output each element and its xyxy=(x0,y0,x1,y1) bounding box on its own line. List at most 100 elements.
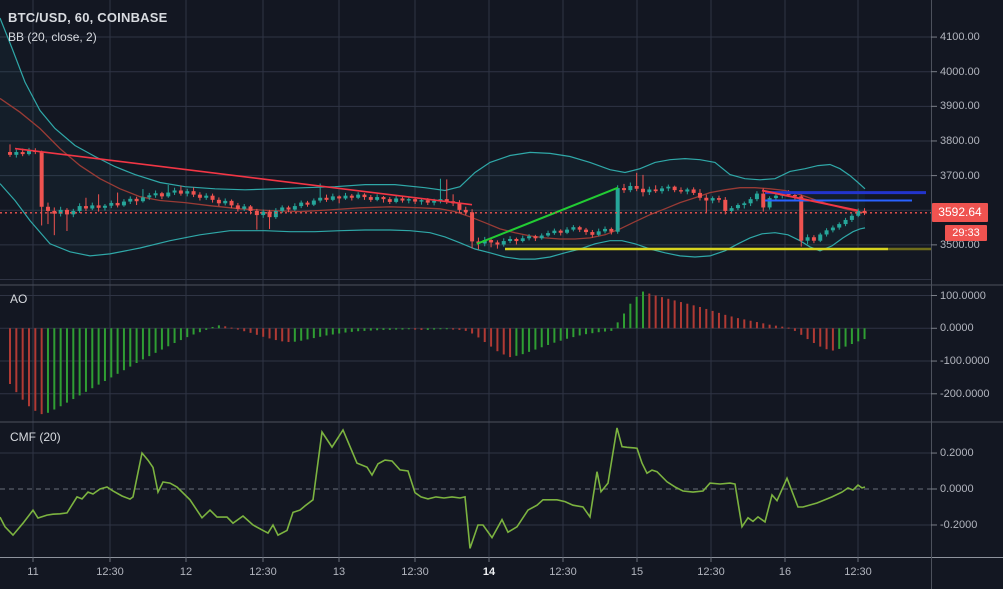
candle-up xyxy=(710,198,715,201)
candle-down xyxy=(413,199,418,202)
candle-up xyxy=(90,205,95,209)
ao-bar xyxy=(743,319,746,329)
ao-bar xyxy=(97,328,100,385)
ao-bar xyxy=(312,328,315,339)
ao-bar xyxy=(717,312,720,329)
candle-up xyxy=(843,219,848,225)
ao-bar xyxy=(40,328,43,415)
ao-bar xyxy=(407,328,410,330)
ao-bar xyxy=(806,328,809,340)
candle-up xyxy=(394,198,399,202)
candle-down xyxy=(45,206,50,211)
indicator-bb-label[interactable]: BB (20, close, 2) xyxy=(8,30,97,44)
ao-bar xyxy=(154,328,157,353)
candle-up xyxy=(419,200,424,202)
ao-bar xyxy=(129,328,132,367)
ao-bar xyxy=(483,328,486,343)
candle-up xyxy=(343,195,348,199)
ao-bar xyxy=(825,328,828,350)
ao-bar xyxy=(679,302,682,329)
candle-down xyxy=(786,193,791,195)
ao-bar xyxy=(59,328,62,407)
candle-up xyxy=(628,185,633,191)
ao-bar xyxy=(774,325,777,329)
ao-bar xyxy=(464,328,467,331)
ao-bar xyxy=(293,328,296,342)
ao-bar xyxy=(787,327,790,329)
ao-bar xyxy=(698,306,701,329)
ao-bar xyxy=(597,328,600,333)
candle-up xyxy=(147,195,152,198)
ao-bar xyxy=(654,295,657,329)
trend_red-trendline[interactable] xyxy=(761,189,859,212)
candle-up xyxy=(432,200,437,203)
ao-bar xyxy=(515,328,518,356)
candle-down xyxy=(799,196,804,241)
candle-down xyxy=(425,200,430,203)
ao-bar xyxy=(755,322,758,329)
ao-bar xyxy=(262,328,265,337)
ao-bar xyxy=(103,328,106,382)
ao-bar xyxy=(445,328,448,330)
ao-bar xyxy=(401,328,404,330)
candle-down xyxy=(349,195,354,198)
time-tick-label: 12:30 xyxy=(844,566,872,578)
ao-bar xyxy=(72,328,75,400)
ao-bar xyxy=(369,328,372,331)
symbol-title[interactable]: BTC/USD, 60, COINBASE xyxy=(8,10,168,25)
candle-down xyxy=(495,242,500,245)
candle-up xyxy=(172,190,177,193)
ao-bar xyxy=(648,293,651,329)
ao-bar xyxy=(217,325,220,329)
cmf-pane[interactable] xyxy=(0,427,931,549)
ao-axis-label: 100.0000 xyxy=(940,289,986,302)
ao-bar xyxy=(192,328,195,335)
price-pane[interactable] xyxy=(0,17,931,260)
ao-bar xyxy=(65,328,68,403)
candle-up xyxy=(311,200,316,205)
ao-bar xyxy=(281,328,284,342)
ao-bar xyxy=(388,328,391,330)
price-axis-label: 3700.00 xyxy=(940,169,980,182)
last-price-badge: 3592.64 xyxy=(932,203,988,222)
candle-down xyxy=(723,199,728,211)
ao-bar xyxy=(376,328,379,331)
candle-up xyxy=(102,205,107,208)
ao-bar xyxy=(395,328,398,330)
time-tick-label: 13 xyxy=(332,566,346,578)
candle-up xyxy=(185,191,190,194)
ao-bar xyxy=(179,328,182,341)
candle-down xyxy=(324,197,329,200)
cmf-pane-label[interactable]: CMF (20) xyxy=(10,430,61,444)
ao-bar xyxy=(534,328,537,350)
ao-bar xyxy=(300,328,303,341)
ao-bar xyxy=(591,328,594,334)
trend_red-trendline[interactable] xyxy=(14,147,473,206)
ao-pane[interactable] xyxy=(9,291,866,415)
cmf-axis-label: 0.2000 xyxy=(940,447,974,460)
ao-bar xyxy=(414,328,417,330)
candle-up xyxy=(318,197,323,201)
ao-bar xyxy=(559,328,562,341)
ao-pane-label[interactable]: AO xyxy=(10,292,28,306)
candle-down xyxy=(584,229,589,233)
price-axis-label: 3500.00 xyxy=(940,238,980,251)
candle-up xyxy=(375,197,380,200)
candle-down xyxy=(653,189,658,192)
candle-down xyxy=(590,232,595,235)
ao-bar xyxy=(490,328,493,347)
trend_green-trendline[interactable] xyxy=(476,186,619,245)
ao-bar xyxy=(224,326,227,329)
candle-down xyxy=(634,185,639,189)
candle-down xyxy=(115,202,120,206)
ao-bar xyxy=(160,328,163,350)
candle-down xyxy=(178,190,183,194)
time-tick-label: 16 xyxy=(778,566,792,578)
candle-down xyxy=(444,199,449,202)
candle-up xyxy=(824,230,829,235)
ao-bar xyxy=(711,310,714,329)
candle-up xyxy=(805,237,810,241)
ao-bar xyxy=(21,328,24,400)
